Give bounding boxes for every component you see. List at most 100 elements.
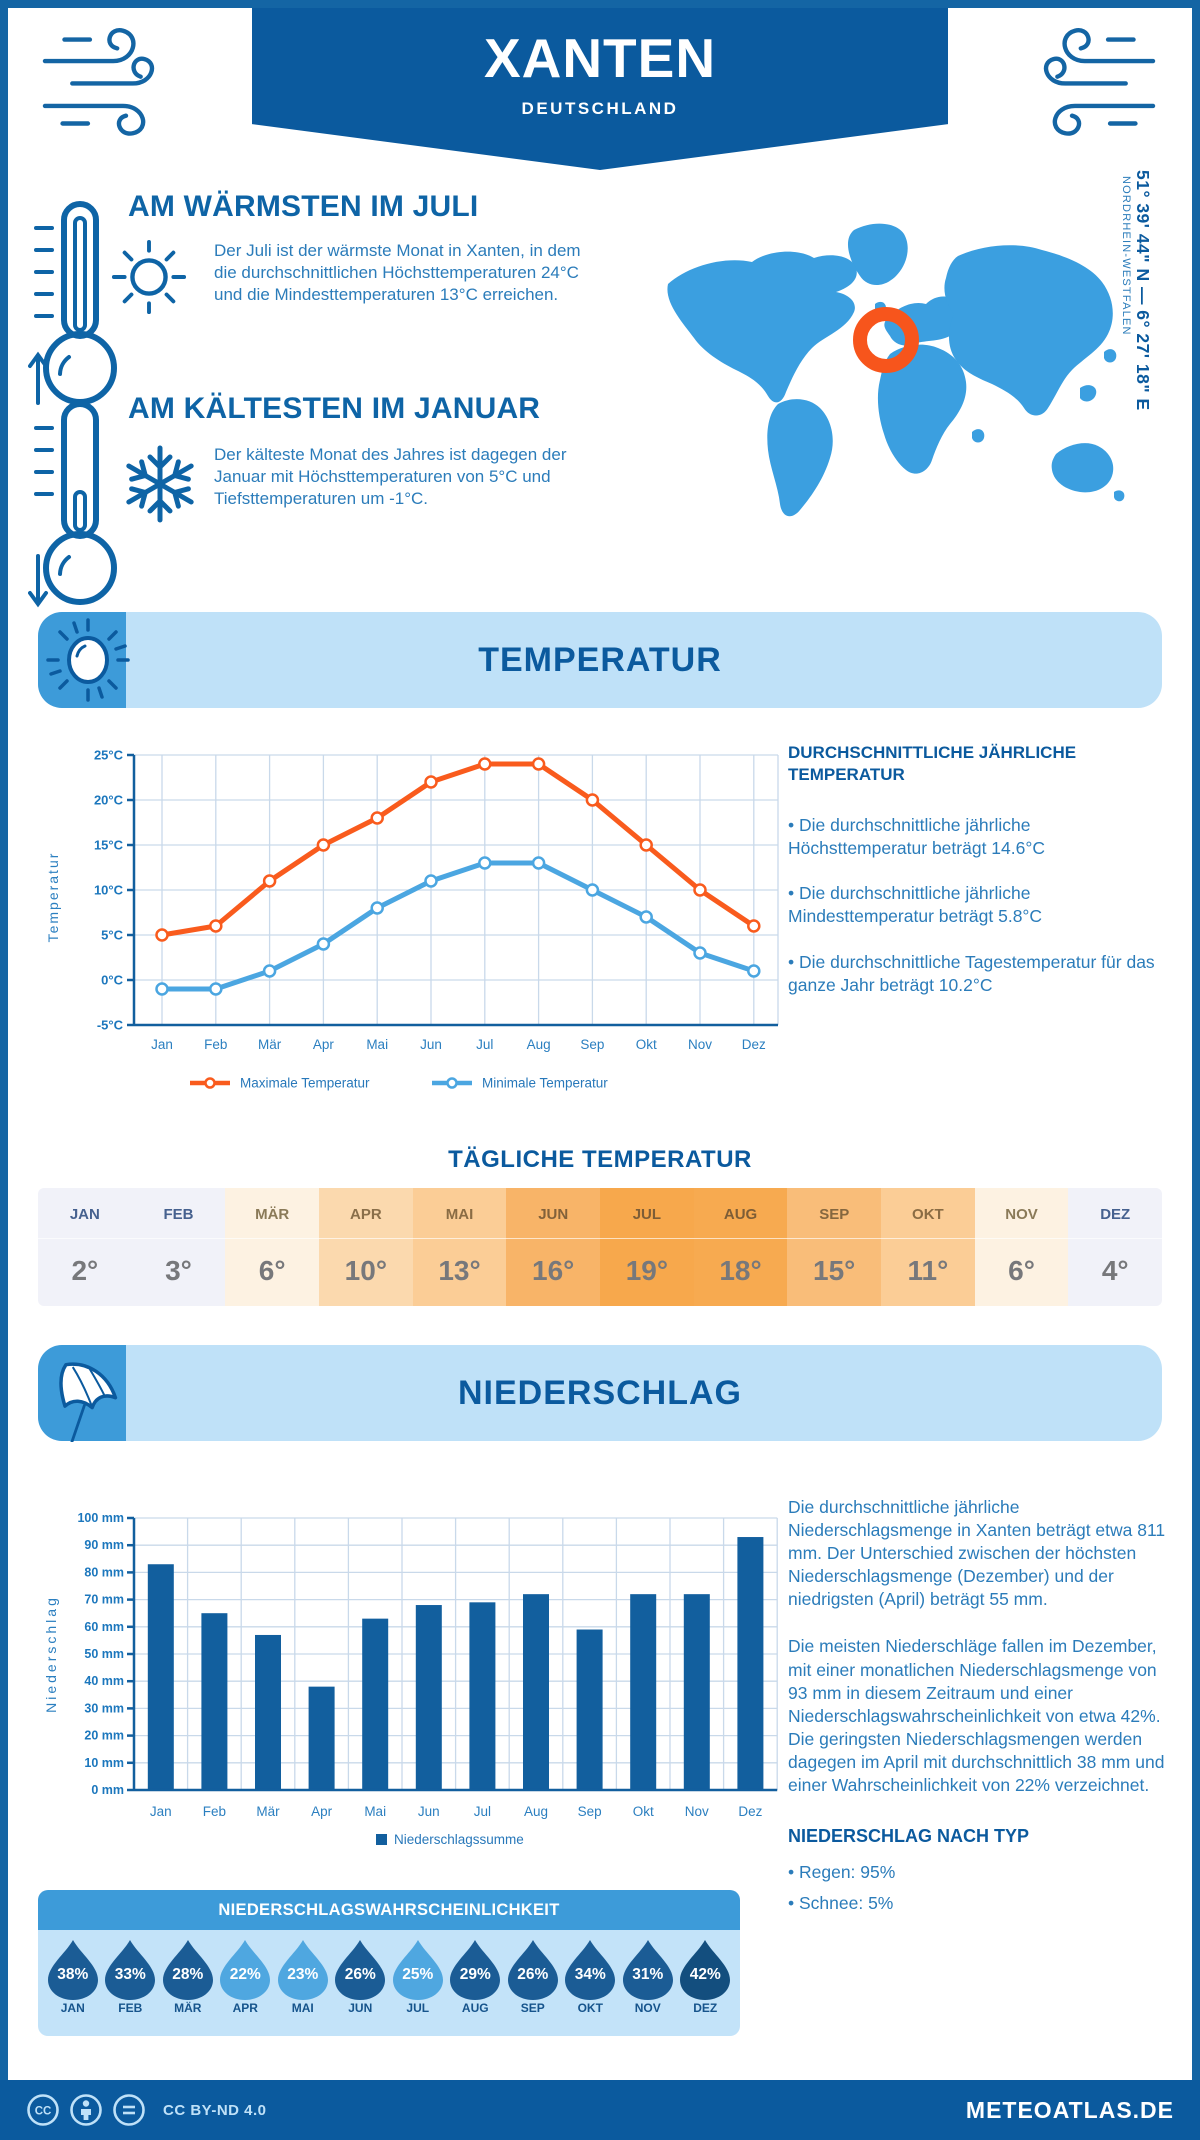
license-group: CC CC BY-ND 4.0 [26, 2093, 267, 2127]
precip-probability-item: 23% MAI [274, 1938, 332, 2036]
line-Minimale Temperatur [162, 860, 755, 992]
data-point [209, 982, 223, 996]
svg-text:Feb: Feb [203, 1804, 226, 1819]
precip-probability-item: 26% JUN [332, 1938, 390, 2036]
svg-text:40 mm: 40 mm [84, 1674, 124, 1688]
sun-icon [111, 239, 187, 315]
probability-droplets: 38% JAN 33% FEB 28% MÄR 22% APR 23% MAI 26% JUN 25% J… [38, 1930, 740, 2036]
probability-value: 33% [114, 1966, 146, 1983]
daily-temp-month: JUL [632, 1206, 662, 1223]
svg-text:Jun: Jun [420, 1037, 442, 1052]
attribution-icon [70, 2094, 102, 2126]
svg-text:0°C: 0°C [101, 973, 123, 988]
daily-temp-cell: JAN 2° [38, 1188, 132, 1306]
daily-temp-value: 10° [319, 1238, 413, 1306]
probability-value: 26% [344, 1966, 376, 1983]
daily-temp-month: SEP [819, 1206, 850, 1223]
probability-value: 25% [402, 1966, 434, 1983]
daily-temp-month: FEB [163, 1206, 194, 1223]
data-point [531, 856, 546, 870]
probability-value: 26% [517, 1966, 549, 1983]
precip-probability-item: 22% APR [217, 1938, 275, 2036]
nd-icon [113, 2094, 145, 2126]
precip-bar [147, 1564, 174, 1790]
daily-temp-cell: OKT 11° [881, 1188, 975, 1306]
daily-temp-month: DEZ [1100, 1206, 1131, 1223]
daily-temp-value: 11° [881, 1238, 975, 1306]
svg-text:25°C: 25°C [94, 748, 124, 763]
daily-temp-month: AUG [723, 1206, 758, 1223]
precip-bar [201, 1613, 228, 1790]
precip-bar [630, 1594, 657, 1790]
legend-item: Minimale Temperatur [482, 1076, 608, 1091]
svg-text:70 mm: 70 mm [84, 1593, 124, 1607]
precip-probability-item: 26% SEP [504, 1938, 562, 2036]
data-point [424, 775, 438, 789]
header-banner: XANTEN DEUTSCHLAND [252, 0, 948, 170]
line-Maximale Temperatur [161, 761, 756, 938]
precip-bar [523, 1594, 549, 1790]
probability-value: 38% [57, 1966, 89, 1983]
svg-text:Apr: Apr [311, 1804, 333, 1819]
svg-text:10°C: 10°C [94, 883, 124, 898]
svg-text:5°C: 5°C [101, 928, 123, 943]
probability-month: AUG [461, 2001, 489, 2015]
precip-bar [255, 1634, 281, 1790]
precip-bar [683, 1594, 710, 1790]
svg-text:Niederschlag: Niederschlag [43, 1595, 59, 1713]
daily-temperature-table: JAN 2° FEB 3° MÄR 6° APR 10° MAI 13° JUN 16° JUL 19° A… [38, 1188, 1162, 1306]
cc-icon: CC [27, 2094, 59, 2126]
svg-text:CC: CC [35, 2106, 52, 2118]
svg-text:Jun: Jun [418, 1804, 440, 1819]
svg-text:Jan: Jan [150, 1804, 172, 1819]
daily-temp-cell: MÄR 6° [225, 1188, 320, 1306]
precip-probability-item: 29% AUG [447, 1938, 505, 2036]
geo-coordinates: 51° 39' 44" N — 6° 27' 18" E NORDRHEIN-W… [1120, 170, 1153, 600]
warmest-text: Der Juli ist der wärmste Monat in Xanten… [214, 241, 581, 305]
data-point [639, 910, 653, 924]
wind-icon [42, 28, 155, 136]
raindrop-icon [47, 1940, 98, 2000]
daily-temp-cell: JUL 19° [600, 1188, 694, 1306]
probability-month: DEZ [693, 2001, 718, 2015]
svg-text:Temperatur: Temperatur [45, 852, 61, 943]
coords-text: 51° 39' 44" N — 6° 27' 18" E [1133, 170, 1153, 411]
precip-paragraph-1: Die durchschnittliche jährliche Niedersc… [788, 1497, 1166, 1610]
svg-text:Okt: Okt [633, 1804, 654, 1819]
annual-temp-bullet: • Die durchschnittliche Tagestemperatur … [788, 951, 1155, 995]
daily-temp-value: 15° [787, 1238, 882, 1306]
svg-text:Aug: Aug [527, 1037, 551, 1052]
precipitation-text-column: Die durchschnittliche jährliche Niedersc… [788, 1496, 1170, 1915]
svg-text:Jul: Jul [474, 1804, 491, 1819]
location-marker [853, 307, 919, 373]
precip-bar [737, 1537, 764, 1790]
brand-label: METEOATLAS.DE [965, 2096, 1174, 2123]
svg-text:Nov: Nov [685, 1804, 709, 1819]
svg-text:50 mm: 50 mm [84, 1647, 124, 1661]
raindrop-icon [507, 1940, 558, 2000]
snowflake-icon [126, 445, 194, 523]
data-point [478, 757, 492, 771]
data-point [316, 937, 331, 951]
daily-temp-cell: FEB 3° [131, 1188, 226, 1306]
probability-month: JUL [406, 2001, 430, 2015]
daily-temp-cell: MAI 13° [412, 1188, 507, 1306]
daily-temp-value: 13° [412, 1238, 507, 1306]
data-point [262, 874, 277, 888]
thermometer-up-icon [28, 201, 117, 405]
temperature-line-chart: -5°C 0°C 5°C 10°C 15°C 20°C 25°C Jan Feb Mär Apr Ma… [45, 748, 779, 1091]
precip-bar [308, 1686, 335, 1790]
probability-value: 28% [172, 1966, 204, 1983]
data-point [370, 811, 384, 825]
probability-month: MÄR [174, 2001, 202, 2015]
daily-temp-month: MAI [445, 1206, 474, 1223]
raindrop-icon [105, 1940, 156, 2000]
data-point [262, 964, 277, 978]
legend-item: Niederschlagssumme [394, 1832, 524, 1847]
data-point [316, 838, 331, 852]
daily-temp-cell: APR 10° [319, 1188, 413, 1306]
precip-bar [576, 1629, 603, 1790]
annual-temp-bullet: • Die durchschnittliche jährliche Höchst… [788, 815, 1045, 859]
svg-text:Feb: Feb [204, 1037, 227, 1052]
